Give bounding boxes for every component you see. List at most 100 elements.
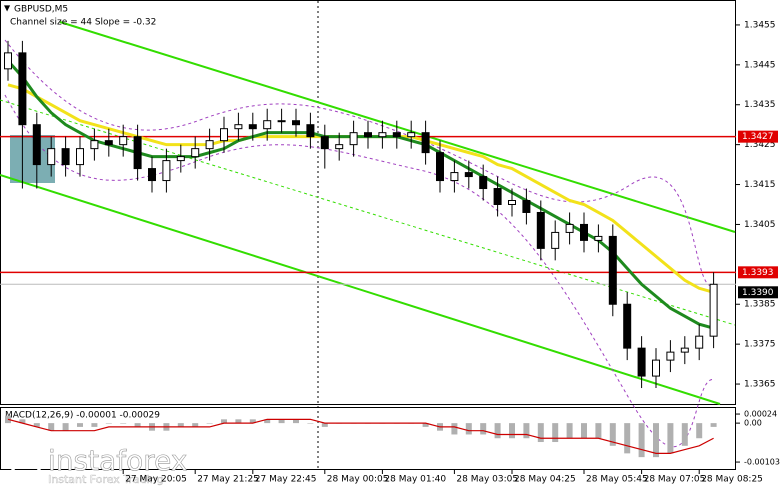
chart-title: GBPUSD,M5 bbox=[14, 5, 68, 15]
candle-body bbox=[4, 52, 12, 70]
macd-bar bbox=[667, 423, 674, 454]
candle-body bbox=[594, 235, 603, 241]
level-label-bg bbox=[738, 130, 778, 143]
candle-body bbox=[234, 124, 243, 130]
macd-bar bbox=[681, 423, 688, 446]
macd-bar bbox=[307, 423, 314, 424]
candle-body bbox=[493, 188, 502, 205]
candle-body bbox=[47, 148, 56, 166]
watermark-brand: instaforex bbox=[48, 444, 187, 477]
candle-body bbox=[119, 136, 128, 146]
macd-y-tick-label: 0.00024 bbox=[744, 410, 777, 419]
macd-bar bbox=[581, 423, 587, 439]
macd-bar bbox=[653, 423, 659, 458]
x-tick-label: 28 May 03:05 bbox=[456, 475, 518, 485]
candle-body bbox=[695, 335, 704, 349]
watermark: instaforex Instant Forex Trading bbox=[9, 444, 188, 486]
macd-bar bbox=[77, 423, 83, 427]
x-tick-label: 28 May 07:05 bbox=[644, 475, 706, 485]
macd-bar bbox=[494, 423, 501, 439]
candle-body bbox=[90, 140, 99, 150]
y-tick-label: 1.3375 bbox=[744, 340, 776, 350]
last-price-label: 1.3390 bbox=[742, 288, 774, 298]
x-tick-label: 28 May 01:40 bbox=[384, 475, 446, 485]
level-label: 1.3427 bbox=[742, 132, 774, 142]
macd-bar bbox=[48, 423, 55, 431]
candle-body bbox=[162, 160, 171, 182]
x-tick-label: 28 May 04:25 bbox=[514, 475, 576, 485]
candle-body bbox=[104, 140, 113, 146]
watermark-logo bbox=[9, 445, 43, 479]
y-tick-label: 1.3425 bbox=[744, 140, 776, 150]
candle-body bbox=[349, 132, 358, 146]
candle-body bbox=[580, 223, 588, 241]
macd-bar bbox=[422, 423, 429, 427]
main-frame bbox=[0, 0, 736, 405]
candle-body bbox=[335, 144, 344, 150]
macd-bar bbox=[206, 423, 213, 424]
x-tick-label: 28 May 08:25 bbox=[701, 475, 763, 485]
macd-bar bbox=[192, 423, 199, 427]
y-tick-label: 1.3455 bbox=[744, 20, 776, 30]
candle-body bbox=[220, 128, 228, 142]
candle-body bbox=[536, 211, 545, 249]
candle-body bbox=[364, 132, 372, 138]
macd-bar bbox=[451, 423, 458, 435]
candle-body bbox=[565, 223, 574, 233]
collapse-arrow[interactable]: ▼ bbox=[4, 4, 11, 13]
candle-body bbox=[392, 132, 401, 138]
macd-frame bbox=[0, 407, 736, 470]
candle-body bbox=[248, 124, 257, 130]
channel-upper bbox=[59, 21, 736, 233]
candle-body bbox=[148, 168, 156, 182]
x-tick-label: 28 May 00:05 bbox=[327, 475, 389, 485]
candle-body bbox=[450, 172, 459, 182]
macd-bar bbox=[134, 423, 141, 427]
candle-body bbox=[421, 132, 430, 154]
y-tick-label: 1.3365 bbox=[744, 380, 776, 390]
channel-lower bbox=[0, 174, 721, 405]
candle-body bbox=[306, 124, 315, 138]
x-tick-label: 27 May 22:45 bbox=[255, 475, 317, 485]
macd-bar bbox=[566, 423, 573, 439]
macd-bar bbox=[221, 419, 227, 424]
candle-body bbox=[666, 351, 675, 361]
candle-body bbox=[551, 231, 560, 249]
candle-body bbox=[522, 200, 531, 213]
candle-body bbox=[18, 52, 27, 126]
candle-body bbox=[464, 172, 473, 178]
last-price-bg bbox=[738, 286, 778, 299]
x-tick-label: 28 May 05:45 bbox=[586, 475, 648, 485]
y-tick-label: 1.3415 bbox=[744, 180, 776, 190]
macd-bar bbox=[33, 423, 40, 427]
macd-bar bbox=[537, 423, 544, 443]
candle-body bbox=[479, 176, 488, 190]
macd-bar bbox=[638, 423, 645, 458]
macd-bar bbox=[264, 419, 271, 424]
candle-body bbox=[709, 283, 718, 337]
candle-body bbox=[277, 120, 286, 123]
candle-body bbox=[680, 347, 689, 353]
macd-bar bbox=[105, 423, 112, 424]
macd-bar bbox=[552, 423, 559, 443]
candle-body bbox=[32, 124, 41, 166]
macd-signal bbox=[7, 418, 714, 454]
macd-bar bbox=[62, 423, 69, 431]
y-tick-label: 1.3385 bbox=[744, 300, 776, 310]
candle-body bbox=[378, 132, 387, 138]
macd-bar bbox=[480, 423, 487, 435]
chart-subtitle: Channel size = 44 Slope = -0.32 bbox=[10, 18, 156, 28]
x-tick-label: 27 May 21:25 bbox=[197, 475, 259, 485]
candle-body bbox=[133, 136, 142, 170]
level-label-bg bbox=[738, 266, 778, 279]
candle-body bbox=[292, 120, 300, 126]
candle-body bbox=[508, 200, 516, 205]
macd-title: MACD(12,26,9) -0.00001 -0.00029 bbox=[5, 411, 160, 421]
y-tick-label: 1.3435 bbox=[744, 100, 776, 110]
macd-bar bbox=[465, 423, 472, 435]
macd-bar bbox=[595, 423, 602, 439]
level-label: 1.3393 bbox=[742, 268, 774, 278]
candle-body bbox=[76, 148, 84, 166]
candle-body bbox=[320, 136, 329, 150]
